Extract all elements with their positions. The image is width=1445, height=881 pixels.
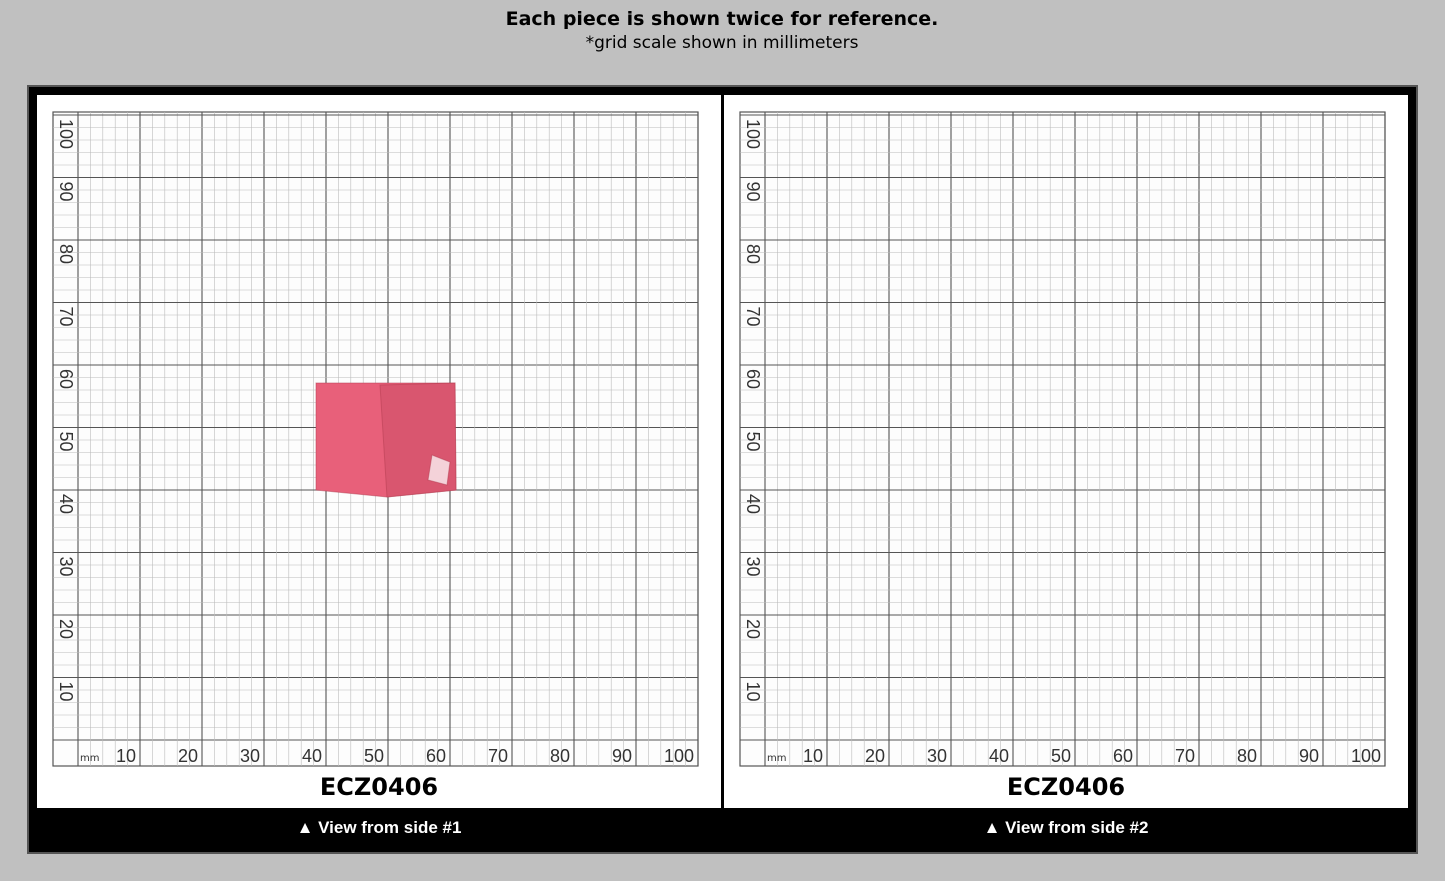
x-axis-label: 90 <box>612 746 632 766</box>
y-axis-label: 40 <box>56 494 76 514</box>
x-axis-label: 50 <box>1051 746 1071 766</box>
x-axis-label: 20 <box>865 746 885 766</box>
y-axis-label: 90 <box>743 182 763 202</box>
x-axis-label: 40 <box>302 746 322 766</box>
x-axis-label: 30 <box>240 746 260 766</box>
x-axis-label: 60 <box>426 746 446 766</box>
panel: mm 10 20 30 40 50 60 70 80 90 100 10 20 30 40 50 60 70 80 9… <box>37 95 721 837</box>
x-axis-label: 60 <box>1113 746 1133 766</box>
title: Each piece is shown twice for reference. <box>506 8 939 30</box>
gem-photo <box>427 454 451 486</box>
y-axis-label: 60 <box>56 369 76 389</box>
item-code: ECZ0406 <box>1007 773 1125 801</box>
panel: mm 10 20 30 40 50 60 70 80 90 100 10 20 30 40 50 60 70 80 9… <box>724 95 1408 837</box>
y-axis-label: 70 <box>743 307 763 327</box>
y-axis-label: 80 <box>743 244 763 264</box>
y-axis-label: 70 <box>56 307 76 327</box>
y-axis-label: 20 <box>743 619 763 639</box>
y-axis-label: 80 <box>56 244 76 264</box>
view-caption: ▲ View from side #2 <box>984 818 1149 837</box>
subtitle: *grid scale shown in millimeters <box>586 33 859 53</box>
x-axis-label: 90 <box>1299 746 1319 766</box>
x-axis-label: 70 <box>1175 746 1195 766</box>
y-axis-label: 30 <box>743 557 763 577</box>
y-axis-label: 60 <box>743 369 763 389</box>
item-code: ECZ0406 <box>320 773 438 801</box>
x-axis-label: 10 <box>803 746 823 766</box>
y-axis-label: 50 <box>56 432 76 452</box>
y-axis-label: 30 <box>56 557 76 577</box>
x-axis-label: 20 <box>178 746 198 766</box>
unit-label: mm <box>80 753 99 764</box>
y-axis-label: 90 <box>56 182 76 202</box>
y-axis-label: 10 <box>56 682 76 702</box>
x-axis-label: 40 <box>989 746 1009 766</box>
x-axis-label: 10 <box>116 746 136 766</box>
x-axis-label: 50 <box>364 746 384 766</box>
unit-label: mm <box>767 753 786 764</box>
y-axis-label: 10 <box>743 682 763 702</box>
x-axis-label: 80 <box>1237 746 1257 766</box>
x-axis-label: 70 <box>488 746 508 766</box>
x-axis-label: 80 <box>550 746 570 766</box>
view-caption: ▲ View from side #1 <box>297 818 462 837</box>
x-axis-label: 100 <box>664 746 694 766</box>
x-axis-label: 100 <box>1351 746 1381 766</box>
y-axis-label: 100 <box>743 119 763 149</box>
y-axis-label: 100 <box>56 119 76 149</box>
y-axis-label: 20 <box>56 619 76 639</box>
y-axis-label: 50 <box>743 432 763 452</box>
x-axis-label: 30 <box>927 746 947 766</box>
y-axis-label: 40 <box>743 494 763 514</box>
